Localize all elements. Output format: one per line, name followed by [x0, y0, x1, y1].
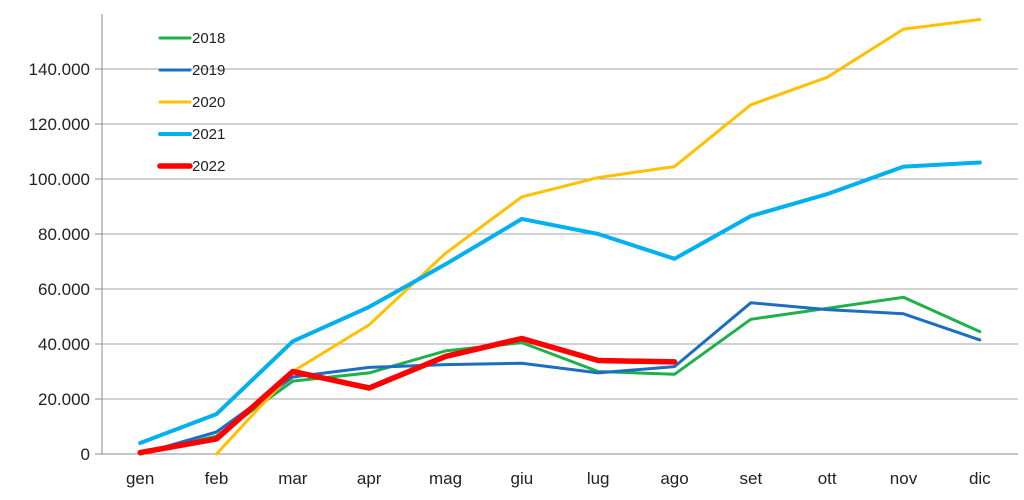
x-tick-label: nov [890, 469, 918, 488]
x-tick-label: dic [969, 469, 991, 488]
x-tick-label: mar [278, 469, 308, 488]
legend-label-2018: 2018 [192, 30, 225, 47]
x-tick-label: mag [429, 469, 462, 488]
y-tick-label: 20.000 [38, 390, 90, 409]
legend-label-2022: 2022 [192, 158, 225, 175]
x-tick-label: feb [205, 469, 229, 488]
x-tick-label: gen [126, 469, 154, 488]
legend: 2018 2019 2020 2021 2022 [157, 30, 225, 175]
x-tick-label: ago [660, 469, 688, 488]
y-tick-label: 120.000 [29, 115, 90, 134]
series-line-2020 [215, 18, 982, 456]
series-line-2021 [138, 160, 982, 445]
y-tick-label: 140.000 [29, 60, 90, 79]
axes: 0 20.000 40.000 60.000 80.000 100.000 120.000 1… [29, 14, 1018, 488]
legend-label-2020: 2020 [192, 94, 225, 111]
y-tick-label: 0 [81, 445, 90, 464]
y-tick-label: 80.000 [38, 225, 90, 244]
y-tick-label: 60.000 [38, 280, 90, 299]
series-line-2022 [137, 335, 678, 456]
series-line-2018 [138, 295, 982, 456]
series-lines [137, 18, 982, 456]
legend-label-2019: 2019 [192, 62, 225, 79]
x-tick-label: giu [510, 469, 533, 488]
gridlines [102, 68, 1018, 400]
x-tick-label: set [739, 469, 762, 488]
series-line-2019 [138, 301, 982, 456]
x-tick-label: ott [818, 469, 837, 488]
legend-label-2021: 2021 [192, 126, 225, 143]
x-tick-label: apr [357, 469, 382, 488]
x-tick-label: lug [587, 469, 610, 488]
y-tick-label: 100.000 [29, 170, 90, 189]
y-tick-label: 40.000 [38, 335, 90, 354]
